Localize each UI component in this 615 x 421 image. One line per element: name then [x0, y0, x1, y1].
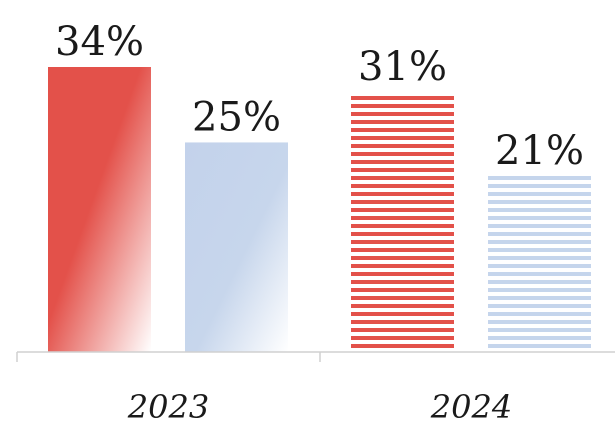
category-label: 2024	[430, 388, 512, 421]
data-label: 21%	[495, 128, 584, 174]
data-label: 34%	[55, 19, 144, 65]
category-labels: 2023 2024	[127, 388, 512, 421]
data-label: 31%	[358, 44, 447, 90]
bar-2024-series-2	[488, 175, 591, 352]
x-axis	[16, 351, 615, 362]
data-label: 25%	[192, 94, 281, 140]
data-labels-layer: 34% 25% 31% 21%	[55, 19, 584, 174]
bar-2023-series-1	[48, 67, 151, 352]
bars-layer	[48, 67, 591, 352]
bar-2023-series-2	[185, 142, 288, 352]
bar-2024-series-1	[351, 92, 454, 352]
category-label: 2023	[127, 388, 209, 421]
